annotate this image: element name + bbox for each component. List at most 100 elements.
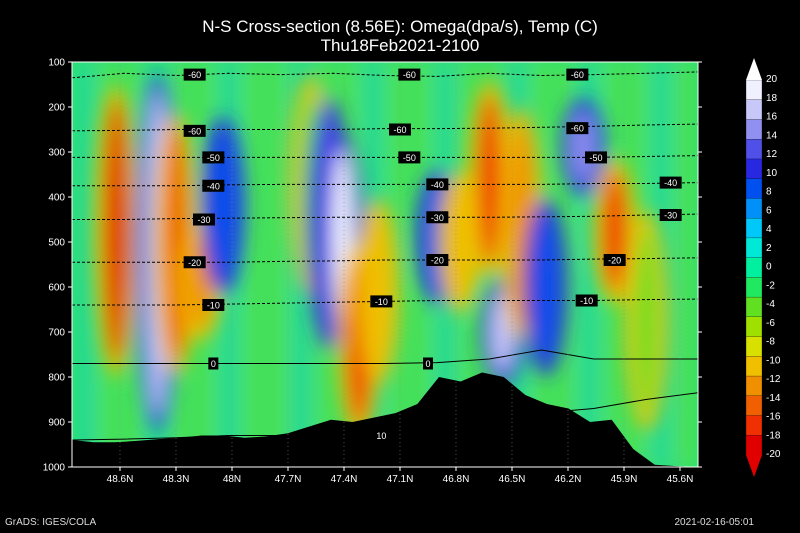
colorbar-label: 20 [766,74,778,85]
chart-subtitle: Thu18Feb2021-2100 [320,36,480,55]
isotherm-label-bg [566,68,589,81]
isotherm-label-bg [426,254,449,266]
colorbar-label: -18 [766,430,781,441]
omega-cell [448,185,471,299]
isotherm-label-bg [202,299,225,311]
isotherm-label: -60 [188,126,201,136]
colorbar-swatch [745,395,763,417]
x-tick-label: 46.2N [555,474,582,485]
isotherm-line [72,71,698,79]
isotherm-label-bg [575,294,598,307]
y-tick-label: 700 [48,328,65,339]
isotherm-label: 0 [425,359,430,369]
isotherm-label: -50 [403,153,416,163]
colorbar-bottom-arrow [746,455,762,477]
isotherm-label-bg [183,68,206,81]
isotherm-label-bg [398,151,421,164]
isotherm-label: -60 [571,70,584,80]
colorbar-label: 14 [766,130,778,141]
isotherm-label: -10 [375,297,388,307]
background-band [248,62,258,467]
isotherm-label: -30 [197,215,210,225]
colorbar-label: 8 [766,187,772,198]
colorbar-swatch [745,237,763,259]
background-band [584,62,594,467]
y-tick-label: 600 [48,283,65,294]
footer-timestamp: 2021-02-16-05:01 [674,517,754,528]
isotherm-label: -30 [664,211,677,221]
isotherm-label-bg [426,211,449,224]
y-tick-label: 300 [48,148,65,159]
isotherm-label-bg [603,254,626,266]
colorbar-label: 16 [766,112,778,123]
isotherm-label: -10 [207,301,220,311]
colorbar-swatch [745,356,763,377]
omega-cell [211,131,234,281]
x-tick-label: 48N [223,474,241,485]
isotherm-label: 0 [211,359,216,369]
colorbar-swatch [745,415,763,436]
isotherm-label-bg [208,357,219,370]
colorbar-swatch [745,198,763,219]
isotherm-label: 10 [376,431,386,441]
x-tick-label: 46.8N [443,474,470,485]
isotherm-label-bg [193,213,215,226]
isotherm-label: -60 [393,125,406,135]
isotherm-label-bg [426,178,449,191]
x-tick-label: 47.1N [387,474,414,485]
plot-frame [71,61,699,468]
isotherm-label-bg [183,256,206,269]
plot-area: -60 -60 -60 -60 -60 -60 -50 -50 -50 -40 -40 -40 -30 -… [72,62,698,467]
y-tick-label: 100 [48,58,65,69]
y-tick-label: 500 [48,238,65,249]
x-tick-label: 47.4N [331,474,358,485]
colorbar-label: 10 [766,168,778,179]
colorbar-label: 12 [766,149,778,160]
x-tick-label: 48.6N [107,474,134,485]
isotherm-line [72,213,698,220]
isotherm-label-bg [585,151,607,164]
x-tick-label: 45.9N [611,474,638,485]
x-tick-label: 47.7N [275,474,302,485]
background-band [272,62,282,467]
colorbar-label: -2 [766,280,775,291]
colorbar-label: 2 [766,243,772,254]
colorbar-label: -14 [766,393,781,404]
colorbar-swatch [745,99,763,121]
isotherm-label: -60 [403,70,416,80]
omega-cell [603,171,626,290]
omega-cell [534,212,557,362]
isotherm-label-bg [202,179,225,192]
chart-title: N-S Cross-section (8.56E): Omega(dpa/s),… [202,17,598,36]
isotherm-label-bg [389,123,411,136]
colorbar-label: 0 [766,262,772,273]
isotherm-line [72,182,698,187]
isotherm-label: -20 [608,256,621,266]
omega-cell [366,212,389,371]
isotherm-label-bg [373,429,390,442]
colorbar-label: -6 [766,318,775,329]
y-tick-label: 800 [48,373,65,384]
y-tick-label: 200 [48,103,65,114]
colorbar-label: 6 [766,205,772,216]
isotherm-label: -60 [188,70,201,80]
colorbar-label: 4 [766,224,772,235]
isotherm-line [72,257,698,263]
colorbar-swatch [745,178,763,200]
isotherm-label: -60 [571,124,584,134]
isotherm-label: -40 [207,181,220,191]
isotherm-label: -40 [664,178,677,188]
colorbar-swatch [745,435,763,456]
background-band [680,62,690,467]
colorbar-swatch [745,158,763,180]
colorbar-label: 18 [766,93,778,104]
isotherm-label: -10 [580,296,593,306]
isotherm-label: -50 [207,153,220,163]
x-tick-label: 46.5N [499,474,526,485]
footer-software-credit: GrADS: IGES/COLA [5,517,97,528]
y-tick-label: 400 [48,193,65,204]
isotherm-line [72,349,698,364]
isotherm-label-bg [423,357,433,370]
